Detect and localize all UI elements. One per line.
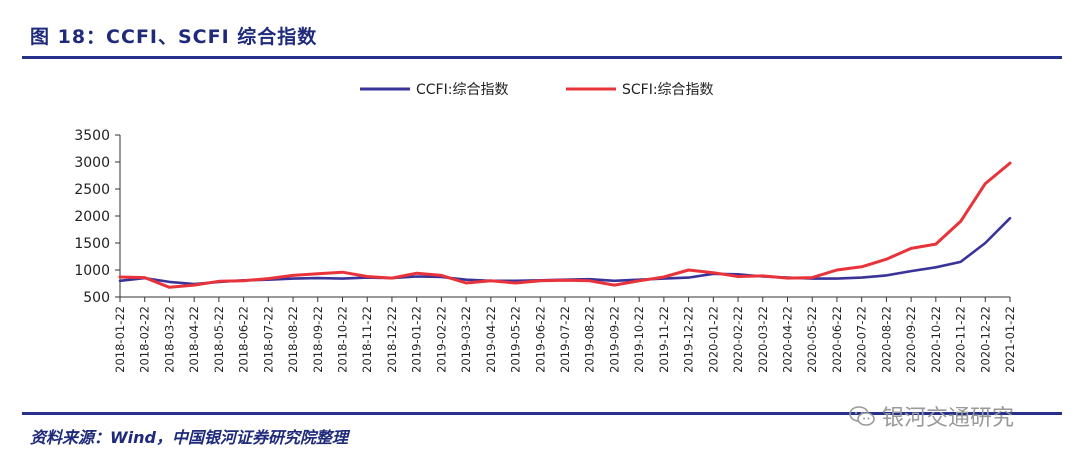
- watermark: 银河交通研究: [848, 400, 1014, 432]
- x-tick-label: 2019-08-22: [583, 306, 597, 373]
- x-tick-label: 2019-01-22: [410, 306, 424, 373]
- x-tick-label: 2018-06-22: [237, 306, 251, 373]
- x-tick-label: 2018-09-22: [311, 306, 325, 373]
- y-tick-label: 2500: [74, 182, 110, 198]
- x-tick-label: 2020-10-22: [929, 306, 943, 373]
- y-tick-label: 1500: [74, 236, 110, 252]
- y-tick-label: 3500: [74, 128, 110, 144]
- wechat-icon: [849, 406, 875, 426]
- legend-label: SCFI:综合指数: [622, 82, 714, 98]
- x-tick-label: 2018-11-22: [360, 306, 374, 373]
- x-tick-label: 2018-08-22: [286, 306, 300, 373]
- x-tick-label: 2018-05-22: [212, 306, 226, 373]
- x-tick-label: 2019-10-22: [632, 306, 646, 373]
- x-tick-label: 2019-05-22: [509, 306, 523, 373]
- top-divider: [22, 56, 1062, 59]
- x-tick-label: 2021-01-22: [1003, 306, 1017, 373]
- x-tick-label: 2020-06-22: [830, 306, 844, 373]
- source-note: 资料来源：Wind，中国银河证券研究院整理: [30, 428, 348, 447]
- x-tick-label: 2018-07-22: [261, 306, 275, 373]
- figure-title: 图 18：CCFI、SCFI 综合指数: [30, 26, 318, 48]
- x-tick-label: 2020-05-22: [805, 306, 819, 373]
- y-tick-label: 1000: [74, 263, 110, 279]
- x-tick-label: 2018-12-22: [385, 306, 399, 373]
- x-tick-label: 2018-04-22: [187, 306, 201, 373]
- x-tick-label: 2019-12-22: [682, 306, 696, 373]
- x-tick-label: 2020-04-22: [781, 306, 795, 373]
- y-tick-label: 2000: [74, 209, 110, 225]
- watermark-text: 银河交通研究: [882, 406, 1015, 431]
- x-tick-label: 2018-10-22: [336, 306, 350, 373]
- x-tick-label: 2019-11-22: [657, 306, 671, 373]
- x-tick-label: 2020-01-22: [706, 306, 720, 373]
- x-tick-label: 2020-07-22: [855, 306, 869, 373]
- chart-axes: 500 1000 1500 2000 2500 3000 3500 2018-01-22 201…: [74, 128, 1017, 373]
- x-tick-label: 2019-06-22: [533, 306, 547, 373]
- chart-series: [118, 161, 1012, 289]
- x-tick-label: 2019-07-22: [558, 306, 572, 373]
- x-tick-label: 2020-12-22: [978, 306, 992, 373]
- legend: CCFI:综合指数 SCFI:综合指数: [360, 82, 714, 98]
- x-tick-label: 2020-11-22: [954, 306, 968, 373]
- bottom-divider: [22, 412, 1062, 415]
- x-tick-label: 2019-09-22: [607, 306, 621, 373]
- x-tick-label: 2019-03-22: [459, 306, 473, 373]
- y-tick-label: 500: [83, 290, 110, 306]
- x-tick-label: 2020-03-22: [756, 306, 770, 373]
- y-tick-label: 3000: [74, 155, 110, 171]
- x-tick-label: 2019-02-22: [434, 306, 448, 373]
- x-tick-label: 2020-08-22: [879, 306, 893, 373]
- x-tick-label: 2020-09-22: [904, 306, 918, 373]
- x-tick-label: 2019-04-22: [484, 306, 498, 373]
- legend-label: CCFI:综合指数: [416, 82, 508, 98]
- series-line-ccfi: [118, 216, 1012, 286]
- x-tick-label: 2018-02-22: [138, 306, 152, 373]
- x-tick-label: 2018-01-22: [113, 306, 127, 373]
- series-line-scfi: [118, 161, 1012, 289]
- x-tick-label: 2018-03-22: [162, 306, 176, 373]
- x-tick-label: 2020-02-22: [731, 306, 745, 373]
